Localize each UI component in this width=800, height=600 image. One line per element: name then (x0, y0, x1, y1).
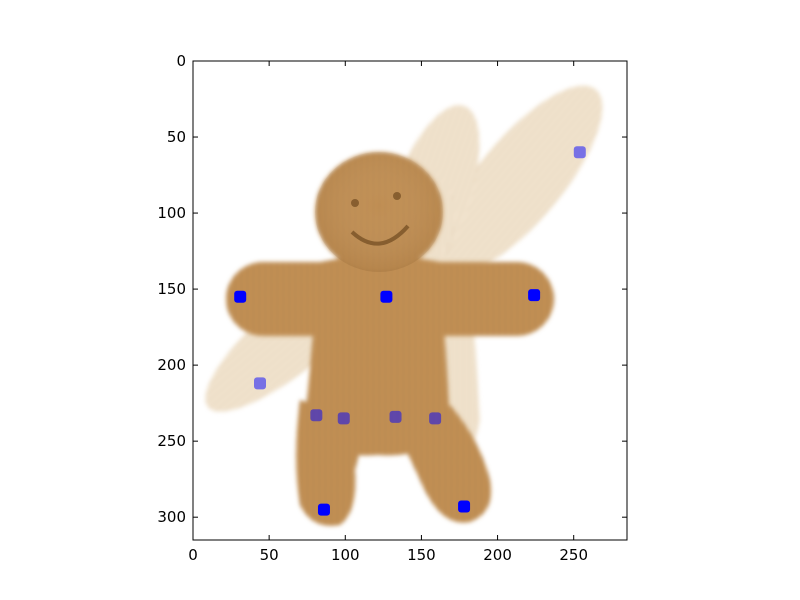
y-tick-label: 300 (157, 508, 186, 526)
data-point (234, 290, 247, 303)
x-axis: 0 50 100 150 200 250 (188, 61, 588, 564)
y-tick-label: 200 (157, 356, 186, 374)
plot-area (192, 60, 628, 541)
data-point (310, 409, 323, 422)
x-tick-label: 100 (331, 546, 360, 564)
data-points (234, 146, 586, 516)
data-point (429, 412, 442, 425)
data-point (528, 289, 541, 302)
data-point (389, 410, 402, 423)
data-point (317, 503, 330, 516)
x-tick-label: 250 (559, 546, 588, 564)
data-point (337, 412, 350, 425)
x-tick-label: 0 (188, 546, 198, 564)
x-tick-label: 50 (260, 546, 279, 564)
x-tick-label: 200 (483, 546, 512, 564)
data-point (573, 146, 586, 159)
data-point (458, 500, 471, 513)
y-tick-label: 0 (176, 52, 186, 70)
data-point (380, 290, 393, 303)
gingerbread-man-image (205, 85, 603, 526)
y-tick-label: 250 (157, 432, 186, 450)
y-axis: 0 50 100 150 200 250 300 (157, 52, 627, 526)
data-point (254, 377, 267, 390)
x-tick-label: 150 (407, 546, 436, 564)
y-tick-label: 50 (167, 128, 186, 146)
y-tick-label: 100 (157, 204, 186, 222)
y-tick-label: 150 (157, 280, 186, 298)
